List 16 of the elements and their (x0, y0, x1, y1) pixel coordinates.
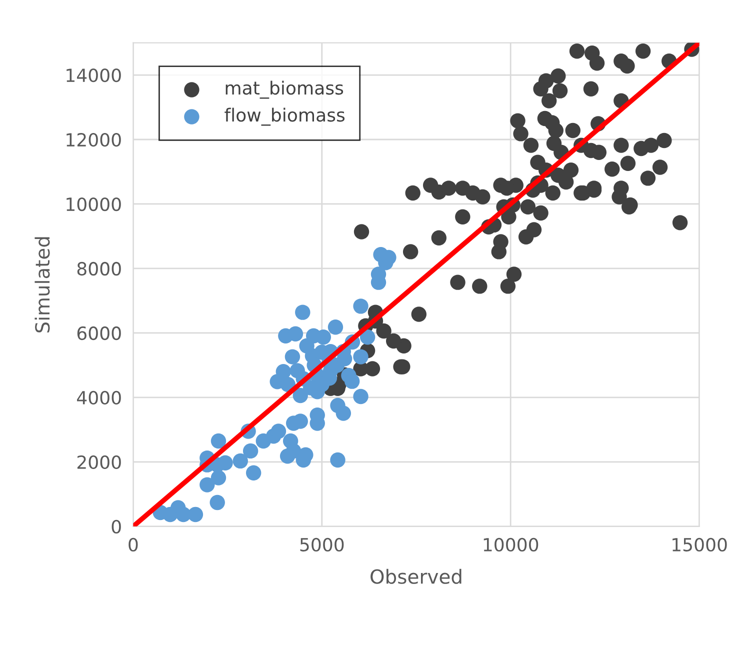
legend-label: mat_biomass (226, 80, 344, 99)
y-tick-label: 14000 (66, 68, 121, 82)
y-tick-label: 6000 (77, 326, 121, 340)
y-tick-label: 4000 (77, 390, 121, 405)
x-axis-title: Observed (370, 568, 462, 584)
x-tick-label: 15000 (672, 538, 727, 552)
y-axis-title: Simulated (34, 237, 50, 332)
y-tick-label: 12000 (66, 132, 121, 147)
legend-label: flow_biomass (224, 108, 345, 126)
x-tick-label: 0 (128, 538, 138, 552)
y-tick-label: 0 (112, 520, 121, 534)
x-tick-label: 5000 (300, 538, 344, 552)
y-tick-label: 8000 (77, 262, 121, 276)
x-tick-label: 10000 (484, 538, 538, 552)
y-tick-label: 10000 (66, 197, 121, 212)
y-tick-label: 2000 (77, 455, 121, 470)
